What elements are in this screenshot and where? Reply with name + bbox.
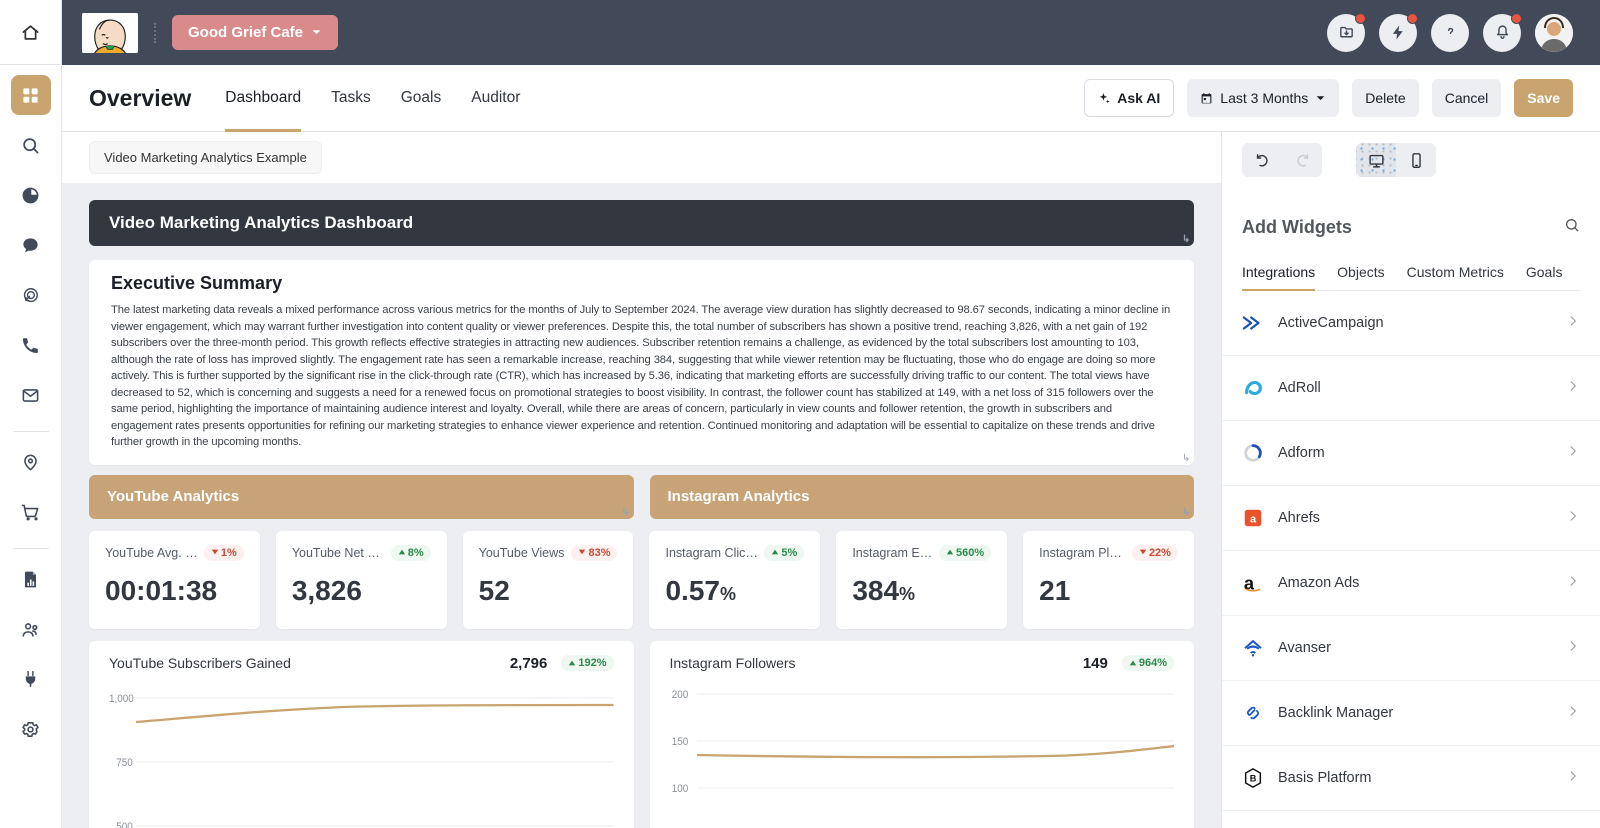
svg-text:1,000: 1,000 bbox=[109, 693, 134, 705]
svg-text:500: 500 bbox=[116, 821, 133, 828]
svg-text:100: 100 bbox=[671, 783, 688, 795]
svg-text:a: a bbox=[1250, 514, 1257, 526]
svg-text:B: B bbox=[1250, 774, 1257, 784]
svg-text:750: 750 bbox=[116, 757, 133, 769]
svg-text:200: 200 bbox=[671, 689, 688, 701]
svg-text:150: 150 bbox=[671, 736, 688, 748]
